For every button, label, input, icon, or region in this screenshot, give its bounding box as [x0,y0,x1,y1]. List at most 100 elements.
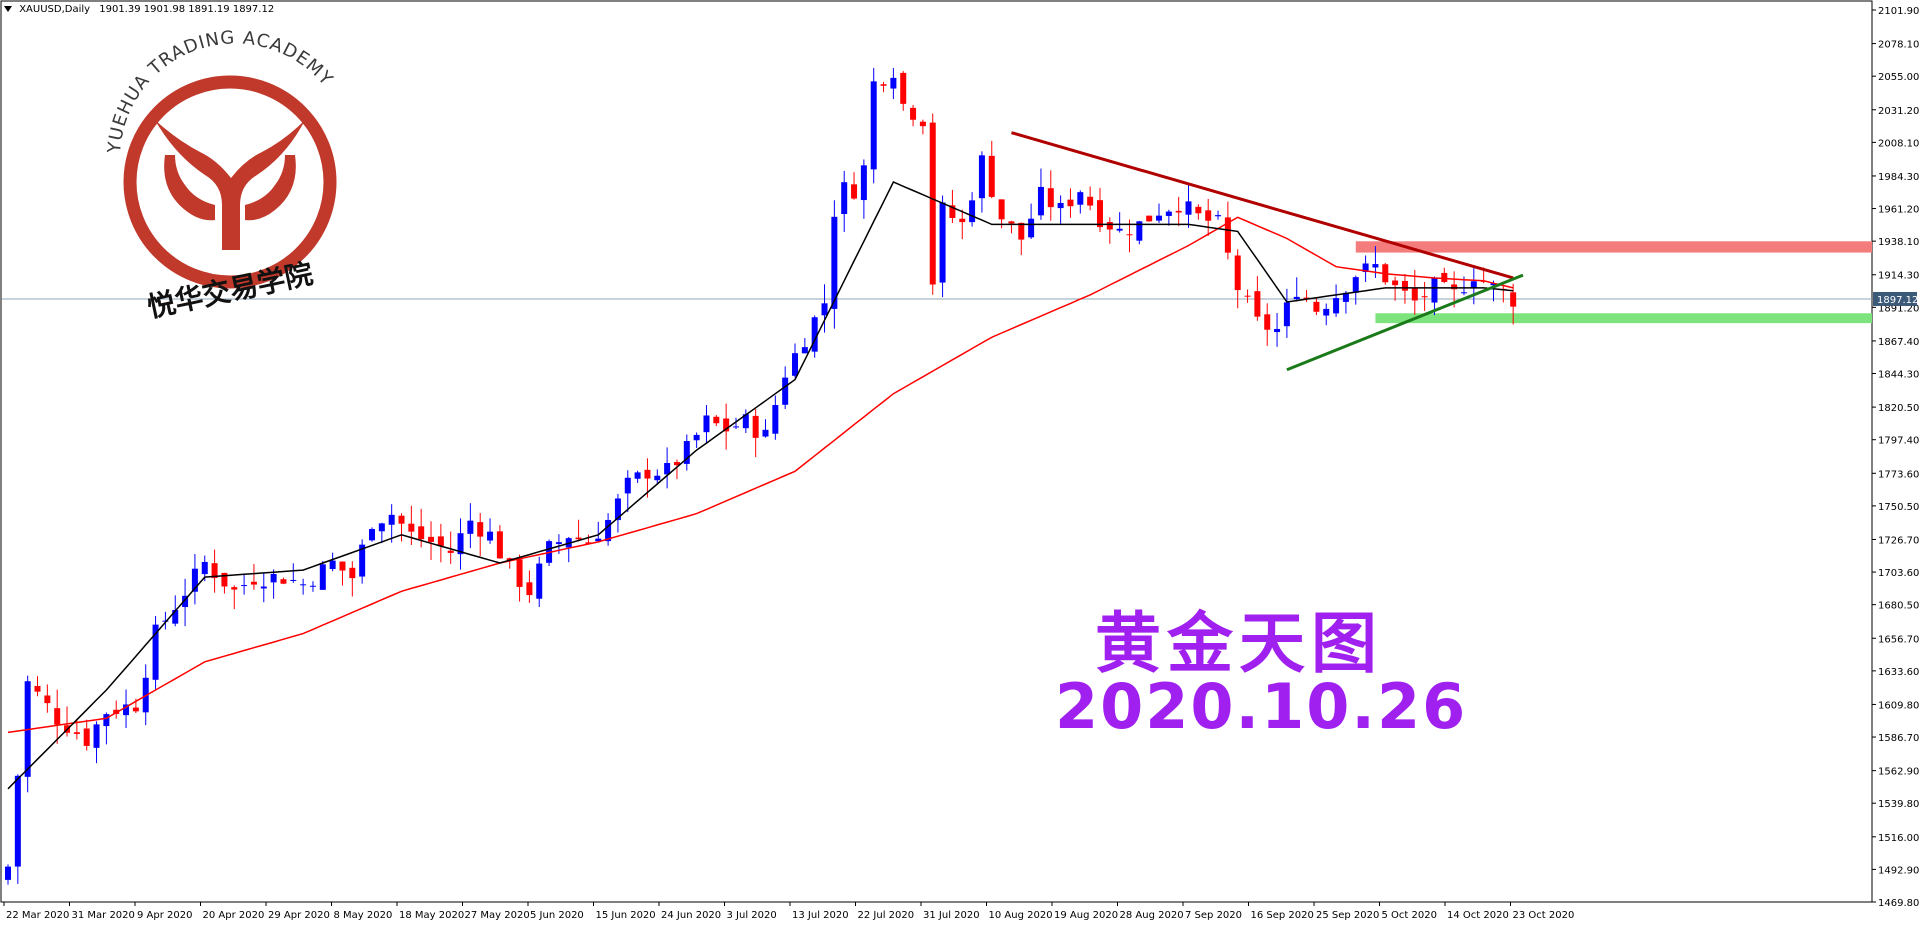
candle-body [132,707,139,712]
candle-body [93,724,100,748]
candle-body [1451,284,1458,290]
candle-body [1460,292,1467,294]
candle-body [1028,218,1035,238]
candle-body [732,426,739,428]
candle-body [949,205,956,218]
candle-body [14,775,21,867]
candle-body [1067,199,1074,207]
y-tick-label: 2055.00 [1878,72,1919,83]
candle-body [1392,280,1399,286]
candle-body [359,544,366,577]
candle-body [1136,221,1143,241]
candle-body [1018,222,1025,240]
x-tick-label: 10 Aug 2020 [989,910,1053,921]
candle-body [831,216,838,309]
x-tick-label: 16 Sep 2020 [1251,910,1314,921]
candle-body [329,560,336,570]
y-tick-label: 1562.90 [1878,767,1919,778]
candle-body [211,563,218,579]
candle-body [5,866,11,880]
candle-body [477,522,484,537]
candle-body [919,121,926,127]
candle-body [634,472,641,479]
ohlc-values: 1901.39 1901.98 1891.19 1897.12 [99,4,275,15]
candle-body [752,415,759,438]
x-tick-label: 31 Mar 2020 [72,910,135,921]
candle-body [575,537,582,540]
candle-body [1077,192,1084,205]
candle-body [457,533,464,555]
candle-body [260,586,267,589]
x-tick-label: 8 May 2020 [334,910,393,921]
y-tick-label: 1961.20 [1878,205,1919,216]
y-tick-label: 1492.90 [1878,865,1919,876]
x-tick-label: 18 May 2020 [399,910,464,921]
candle-body [988,155,995,197]
candle-body [123,704,130,716]
y-tick-label: 2101.90 [1878,6,1919,17]
candle-body [1431,278,1438,303]
candle-body [1116,228,1123,231]
x-tick-label: 31 Jul 2020 [923,910,980,921]
candle-body [1401,280,1408,291]
candle-body [595,538,602,542]
y-tick-label: 1656.70 [1878,634,1919,645]
candle-body [1293,296,1300,300]
candle-body [221,572,228,587]
ma-slow-line [7,216,1514,734]
academy-logo: YUEHUA TRADING ACADEMY 悦华交易学院 [104,27,337,324]
candle-body [280,579,287,584]
y-tick-label: 1516.00 [1878,833,1919,844]
dropdown-triangle-icon[interactable] [4,6,12,12]
y-tick-label: 1539.80 [1878,799,1919,810]
candle-body [290,579,297,581]
trendline-0 [1011,131,1514,280]
candle-body [437,536,444,546]
candle-body [231,587,238,590]
candle-body [742,414,749,429]
candle-body [762,429,769,437]
candle-body [526,582,533,596]
x-tick-label: 3 Jul 2020 [727,910,777,921]
x-tick-label: 28 Aug 2020 [1120,910,1184,921]
candle-body [703,415,710,433]
candle-body [1362,263,1369,273]
candle-body [1047,188,1054,208]
candle-body [309,585,316,587]
logo-emblem-right [245,155,296,221]
x-tick-label: 24 Jun 2020 [661,910,721,921]
candle-body [723,418,730,432]
candle-body [191,568,198,592]
candle-body [900,72,907,104]
candle-body [103,714,110,727]
y-tick-label: 1726.70 [1878,535,1919,546]
x-tick-label: 20 Apr 2020 [203,910,265,921]
candle-body [860,165,867,201]
logo-ring [123,75,337,289]
candle-body [1264,314,1271,330]
x-tick-label: 5 Jun 2020 [530,910,584,921]
x-tick-label: 9 Apr 2020 [137,910,192,921]
current-price-badge [1873,291,1917,306]
candle-body [998,199,1005,220]
candle-body [1274,328,1281,333]
y-tick-label: 1914.30 [1878,271,1919,282]
candle-body [841,182,848,214]
y-tick-label: 1797.40 [1878,436,1919,447]
trendline-1 [1286,273,1524,372]
chart-header: XAUUSD,Daily 1901.39 1901.98 1891.19 189… [4,4,274,15]
x-tick-label: 19 Aug 2020 [1054,910,1118,921]
candle-body [319,564,326,590]
y-tick-label: 1773.60 [1878,469,1919,480]
candle-body [585,542,592,544]
y-tick-label: 2008.10 [1878,138,1919,149]
candle-body [408,523,415,532]
candle-body [368,529,375,541]
candle-body [1096,200,1103,228]
candle-body [54,708,61,725]
resistance-zone [1355,241,1872,253]
y-tick-label: 1633.60 [1878,667,1919,678]
candle-body [250,581,257,585]
y-tick-label: 1938.10 [1878,237,1919,248]
